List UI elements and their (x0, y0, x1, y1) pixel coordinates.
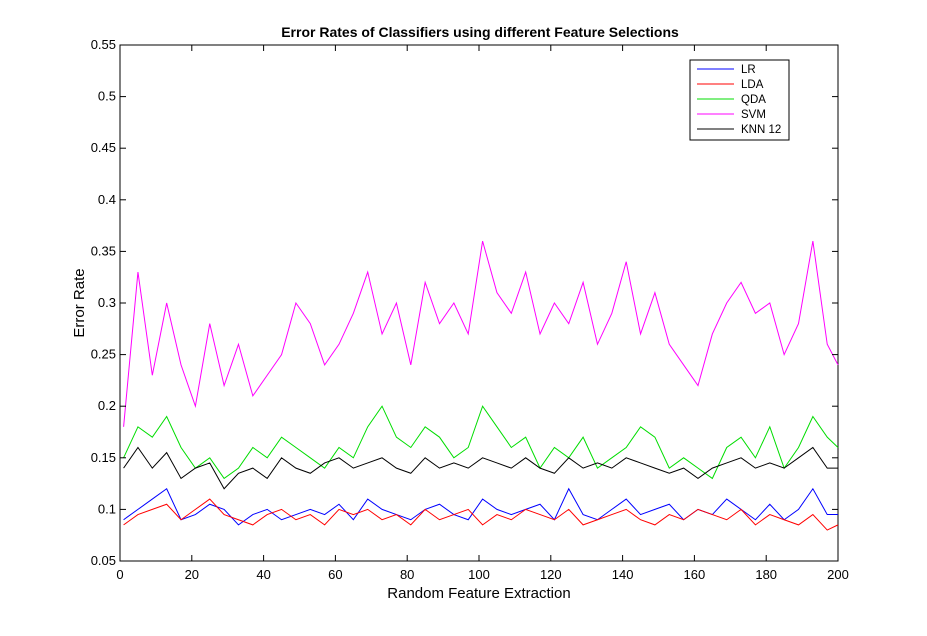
y-tick-label: 0.4 (98, 192, 116, 207)
x-axis-title: Random Feature Extraction (387, 585, 570, 602)
x-tick-label: 160 (684, 567, 706, 582)
x-tick-label: 120 (540, 567, 562, 582)
y-tick-label: 0.15 (91, 450, 116, 465)
y-axis-title: Error Rate (71, 268, 88, 337)
x-tick-label: 180 (755, 567, 777, 582)
x-tick-label: 140 (612, 567, 634, 582)
series-line-svm (123, 240, 839, 427)
y-tick-label: 0.45 (91, 140, 116, 155)
x-tick-label: 200 (827, 567, 849, 582)
y-tick-label: 0.2 (98, 398, 116, 413)
tick-layer: 0 20 40 60 80 100 120 140 160 180 200 0.05 0.1 0.15 0.… (91, 37, 849, 582)
x-tick-label: 80 (400, 567, 414, 582)
x-tick-label: 60 (328, 567, 342, 582)
series-layer (123, 240, 839, 531)
legend-box (689, 59, 790, 141)
legend-label-knn-12: KNN 12 (741, 124, 781, 136)
y-tick-label: 0.5 (98, 89, 116, 104)
series-line-lda (123, 498, 839, 531)
y-tick-label: 0.3 (98, 295, 116, 310)
x-tick-label: 20 (185, 567, 199, 582)
legend: LR LDA QDA SVM KNN 12 (689, 59, 790, 141)
y-tick-label: 0.1 (98, 501, 116, 516)
chart-title: Error Rates of Classifiers using differe… (281, 24, 679, 40)
y-tick-label: 0.55 (91, 37, 116, 52)
x-tick-label: 0 (116, 567, 123, 582)
legend-label-lr: LR (741, 64, 756, 76)
y-tick-label: 0.05 (91, 553, 116, 568)
y-tick-label: 0.35 (91, 243, 116, 258)
x-tick-label: 40 (256, 567, 270, 582)
series-line-qda (123, 405, 839, 480)
y-tick-label: 0.25 (91, 347, 116, 362)
x-tick-label: 100 (468, 567, 490, 582)
series-line-knn-12 (123, 446, 838, 490)
legend-label-qda: QDA (741, 94, 766, 106)
legend-label-lda: LDA (741, 79, 764, 91)
legend-label-svm: SVM (741, 109, 766, 121)
